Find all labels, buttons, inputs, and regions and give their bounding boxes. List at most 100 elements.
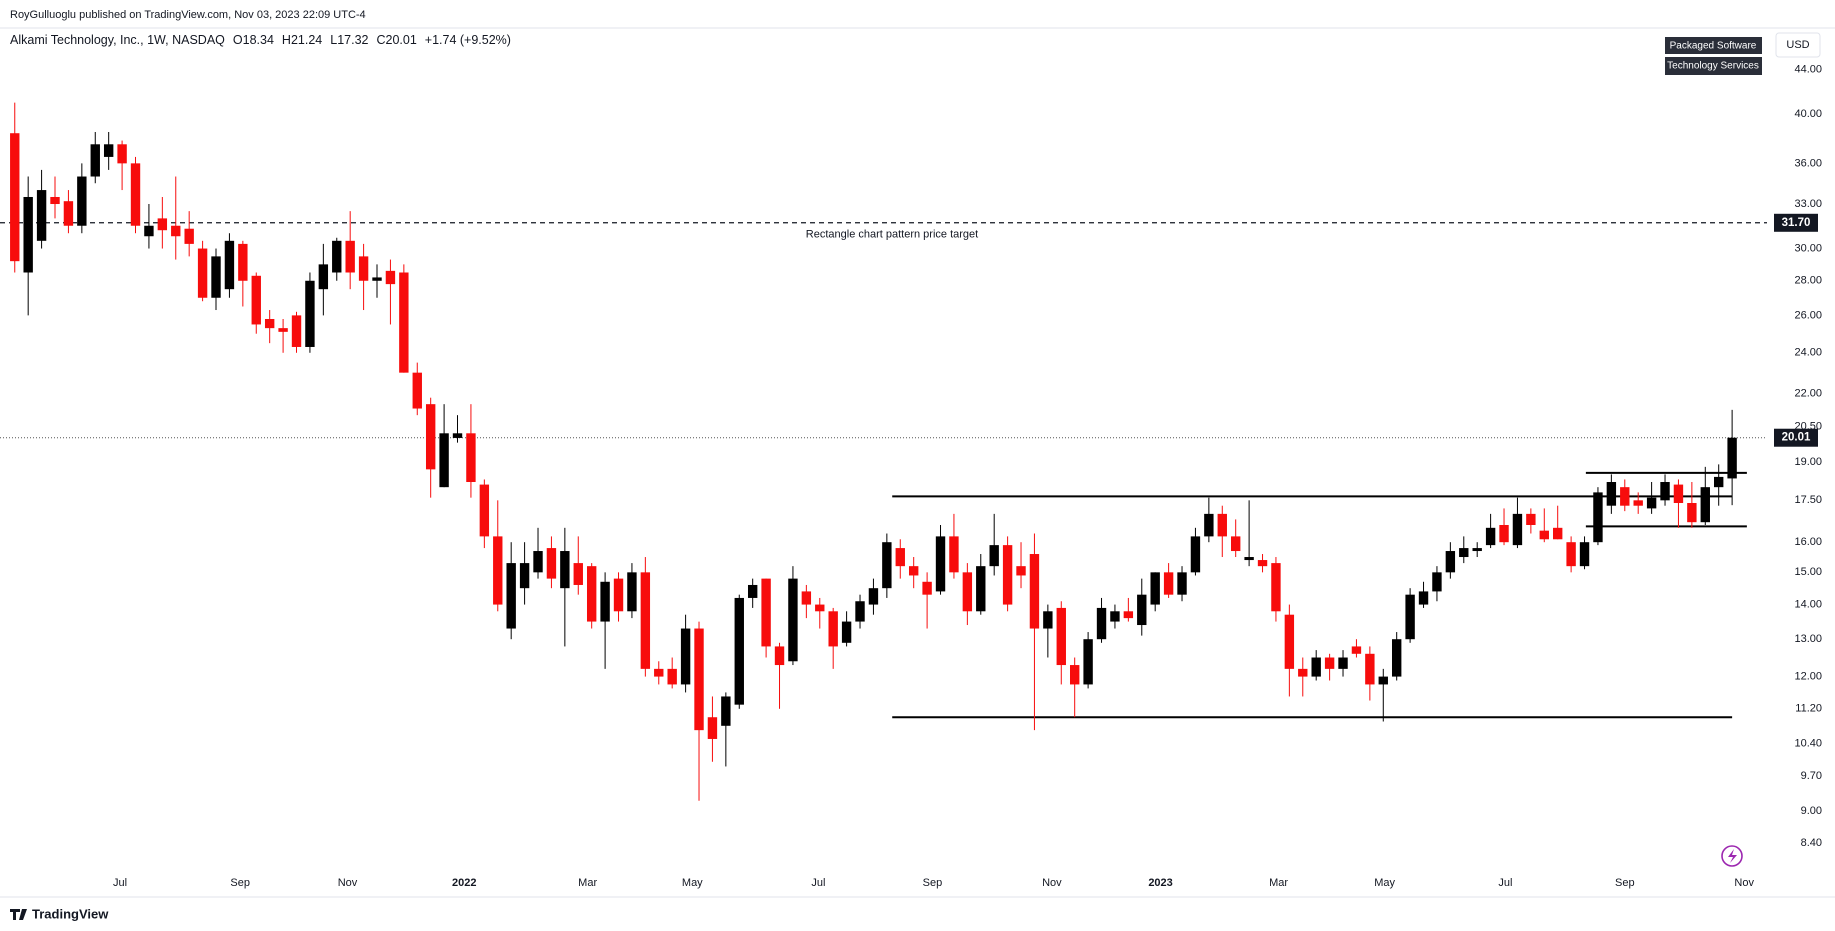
y-tick-label: 11.20 (1795, 703, 1822, 715)
ohlc-letter: L (330, 33, 337, 47)
candle-body (63, 201, 74, 226)
candle-body (841, 621, 852, 643)
candle-body (922, 581, 932, 595)
candle-body (761, 578, 771, 647)
ohlc-value: 20.01 (386, 33, 417, 47)
candle-body (882, 542, 892, 589)
y-tick-label: 33.00 (1794, 198, 1822, 210)
candle-body (1727, 437, 1737, 479)
candle-body (1512, 513, 1523, 546)
x-tick-label: May (1374, 877, 1395, 889)
y-tick-label: 28.00 (1794, 275, 1822, 287)
industry: Technology Services (1667, 61, 1759, 72)
candle-body (707, 717, 718, 739)
candle-body (1083, 639, 1093, 685)
x-tick-label: Jul (811, 877, 825, 889)
candle-body (774, 646, 785, 666)
candle-body (1043, 611, 1053, 629)
x-tick-label: 2022 (452, 877, 476, 889)
candle-body (1405, 594, 1415, 640)
candle-body (600, 581, 610, 622)
candle-body (36, 190, 47, 241)
alert-icon[interactable] (1721, 845, 1743, 867)
x-tick-label: Sep (230, 877, 250, 889)
y-tick-label: 9.00 (1801, 805, 1822, 817)
candle-body (1244, 557, 1254, 561)
candle-body (1378, 676, 1388, 685)
y-tick-label: 30.00 (1794, 242, 1822, 254)
currency[interactable]: USD (1786, 39, 1809, 51)
candle-body (801, 591, 812, 605)
candle-body (694, 628, 704, 731)
candle-body (1593, 492, 1603, 543)
candle-body (1673, 484, 1684, 504)
ohlc-letter: C (376, 33, 385, 47)
change: +1.74 (+9.52%) (425, 33, 511, 47)
candle-body (345, 240, 355, 273)
candle-body (412, 372, 422, 409)
x-tick-label: Nov (338, 877, 358, 889)
candle-body (1579, 542, 1590, 567)
y-tick-label: 40.00 (1794, 108, 1822, 120)
candle-body (211, 256, 221, 298)
candle-body (855, 601, 865, 622)
candle-body (1311, 657, 1321, 677)
candle-body (1137, 594, 1147, 626)
candle-body (962, 572, 973, 612)
candle-body (586, 566, 597, 622)
candle-body (238, 243, 248, 281)
ohlc-letter: H (282, 33, 291, 47)
candle-body (1566, 542, 1576, 567)
candle-body (372, 277, 382, 281)
candle-body (479, 484, 490, 537)
candle-body (546, 548, 557, 579)
candle-body (224, 240, 235, 290)
candle-body (667, 668, 677, 685)
y-tick-label: 19.00 (1794, 456, 1822, 468)
x-tick-label: May (682, 877, 703, 889)
candle-body (103, 144, 114, 157)
candle-body (1002, 545, 1013, 605)
sector: Packaged Software (1670, 41, 1757, 52)
candle-body (493, 536, 503, 605)
candle-body (560, 551, 570, 589)
candle-body (680, 628, 691, 685)
candle-body (305, 280, 315, 347)
publisher: RoyGulluoglu published on TradingView.co… (10, 9, 366, 21)
y-tick-label: 10.40 (1794, 737, 1822, 749)
industry-badge (1665, 57, 1762, 75)
candle-body (573, 563, 583, 585)
candle-body (1284, 614, 1295, 669)
candle-body (50, 196, 60, 205)
candle-body (77, 176, 87, 226)
candle-body (519, 563, 530, 589)
legend: Alkami Technology, Inc., 1W, NASDAQ O18.3… (10, 33, 511, 47)
x-tick-label: Mar (1269, 877, 1288, 889)
y-tick-label: 9.70 (1801, 770, 1822, 782)
candle-body (1391, 639, 1402, 677)
candle-body (1700, 487, 1710, 523)
y-tick-label: 44.00 (1794, 64, 1822, 76)
candle-body (895, 548, 905, 567)
candle-body (171, 225, 181, 237)
candle-body (1016, 566, 1026, 576)
candle-body (1620, 487, 1630, 506)
candle-body (734, 597, 744, 705)
candle-body (506, 563, 516, 629)
x-tick-label: Sep (923, 877, 943, 889)
candle-body (976, 566, 986, 612)
candle-body (10, 133, 20, 262)
candle-body (1432, 572, 1442, 592)
candle-body (1418, 591, 1429, 605)
currency-button[interactable] (1775, 32, 1821, 58)
candle-body (358, 256, 369, 281)
candle-body (1177, 572, 1187, 595)
candle-body (1485, 527, 1496, 546)
candle-body (1646, 497, 1657, 509)
y-tick-label: 36.00 (1794, 157, 1822, 169)
brand: TradingView (32, 906, 109, 921)
candle-body (425, 404, 436, 470)
candle-body (721, 696, 731, 726)
candle-body (654, 668, 664, 677)
candle-body (439, 433, 449, 488)
